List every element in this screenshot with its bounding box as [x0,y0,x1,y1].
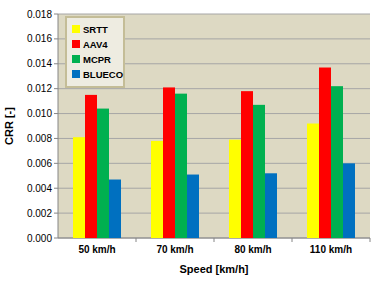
bar [175,94,187,238]
tick-label: 0.018 [27,9,52,20]
grid-line [58,14,370,15]
legend-swatch [72,70,80,78]
tick-label: 0.012 [27,83,52,94]
tick-mark [54,213,58,214]
legend-swatch [72,40,80,48]
tick-mark [54,138,58,139]
y-axis-title: CRR [-] [3,107,15,145]
legend-swatch [72,25,80,33]
tick-mark [54,163,58,164]
tick-mark [54,63,58,64]
legend: SRTT AAV4 MCPR BLUECO [66,17,124,87]
category-tick [292,238,293,242]
bar [229,140,241,238]
chart: 0.000 0.002 0.004 0.006 0.008 0.010 0.012 0.014… [0,0,376,281]
tick-label: 0.002 [27,208,52,219]
legend-label: AAV4 [83,39,108,50]
tick-mark [54,38,58,39]
legend-label: BLUECO [83,69,123,80]
bars [73,68,355,238]
tick-mark [54,188,58,189]
category-label: 110 km/h [310,244,352,255]
tick-mark [54,88,58,89]
bar [187,175,199,238]
bar [343,163,355,238]
tick-label: 0.014 [27,58,52,69]
category-label: 80 km/h [234,244,271,255]
bar [253,105,265,238]
category-tick [370,238,371,242]
legend-box [66,17,124,87]
legend-label: MCPR [83,54,111,65]
category-tick [214,238,215,242]
bar [163,87,175,238]
tick-label: 0.000 [27,233,52,244]
bar [73,137,85,238]
tick-label: 0.006 [27,158,52,169]
tick-label: 0.004 [27,183,52,194]
bar [151,141,163,238]
category-tick [136,238,137,242]
bar [319,68,331,238]
bar [265,173,277,238]
y-axis [58,14,59,238]
bar [85,95,97,238]
tick-label: 0.016 [27,33,52,44]
tick-label: 0.008 [27,133,52,144]
background [0,0,376,281]
legend-label: SRTT [83,24,108,35]
plot-area [58,14,370,238]
bar [307,124,319,238]
bar [97,109,109,238]
tick-mark [54,238,58,239]
bar [241,91,253,238]
bar [331,86,343,238]
tick-mark [54,113,58,114]
legend-swatch [72,55,80,63]
tick-label: 0.010 [27,108,52,119]
tick-mark [54,14,58,15]
category-label: 50 km/h [78,244,115,255]
category-label: 70 km/h [156,244,193,255]
bar [109,180,121,238]
x-axis-title: Speed [km/h] [179,263,248,275]
